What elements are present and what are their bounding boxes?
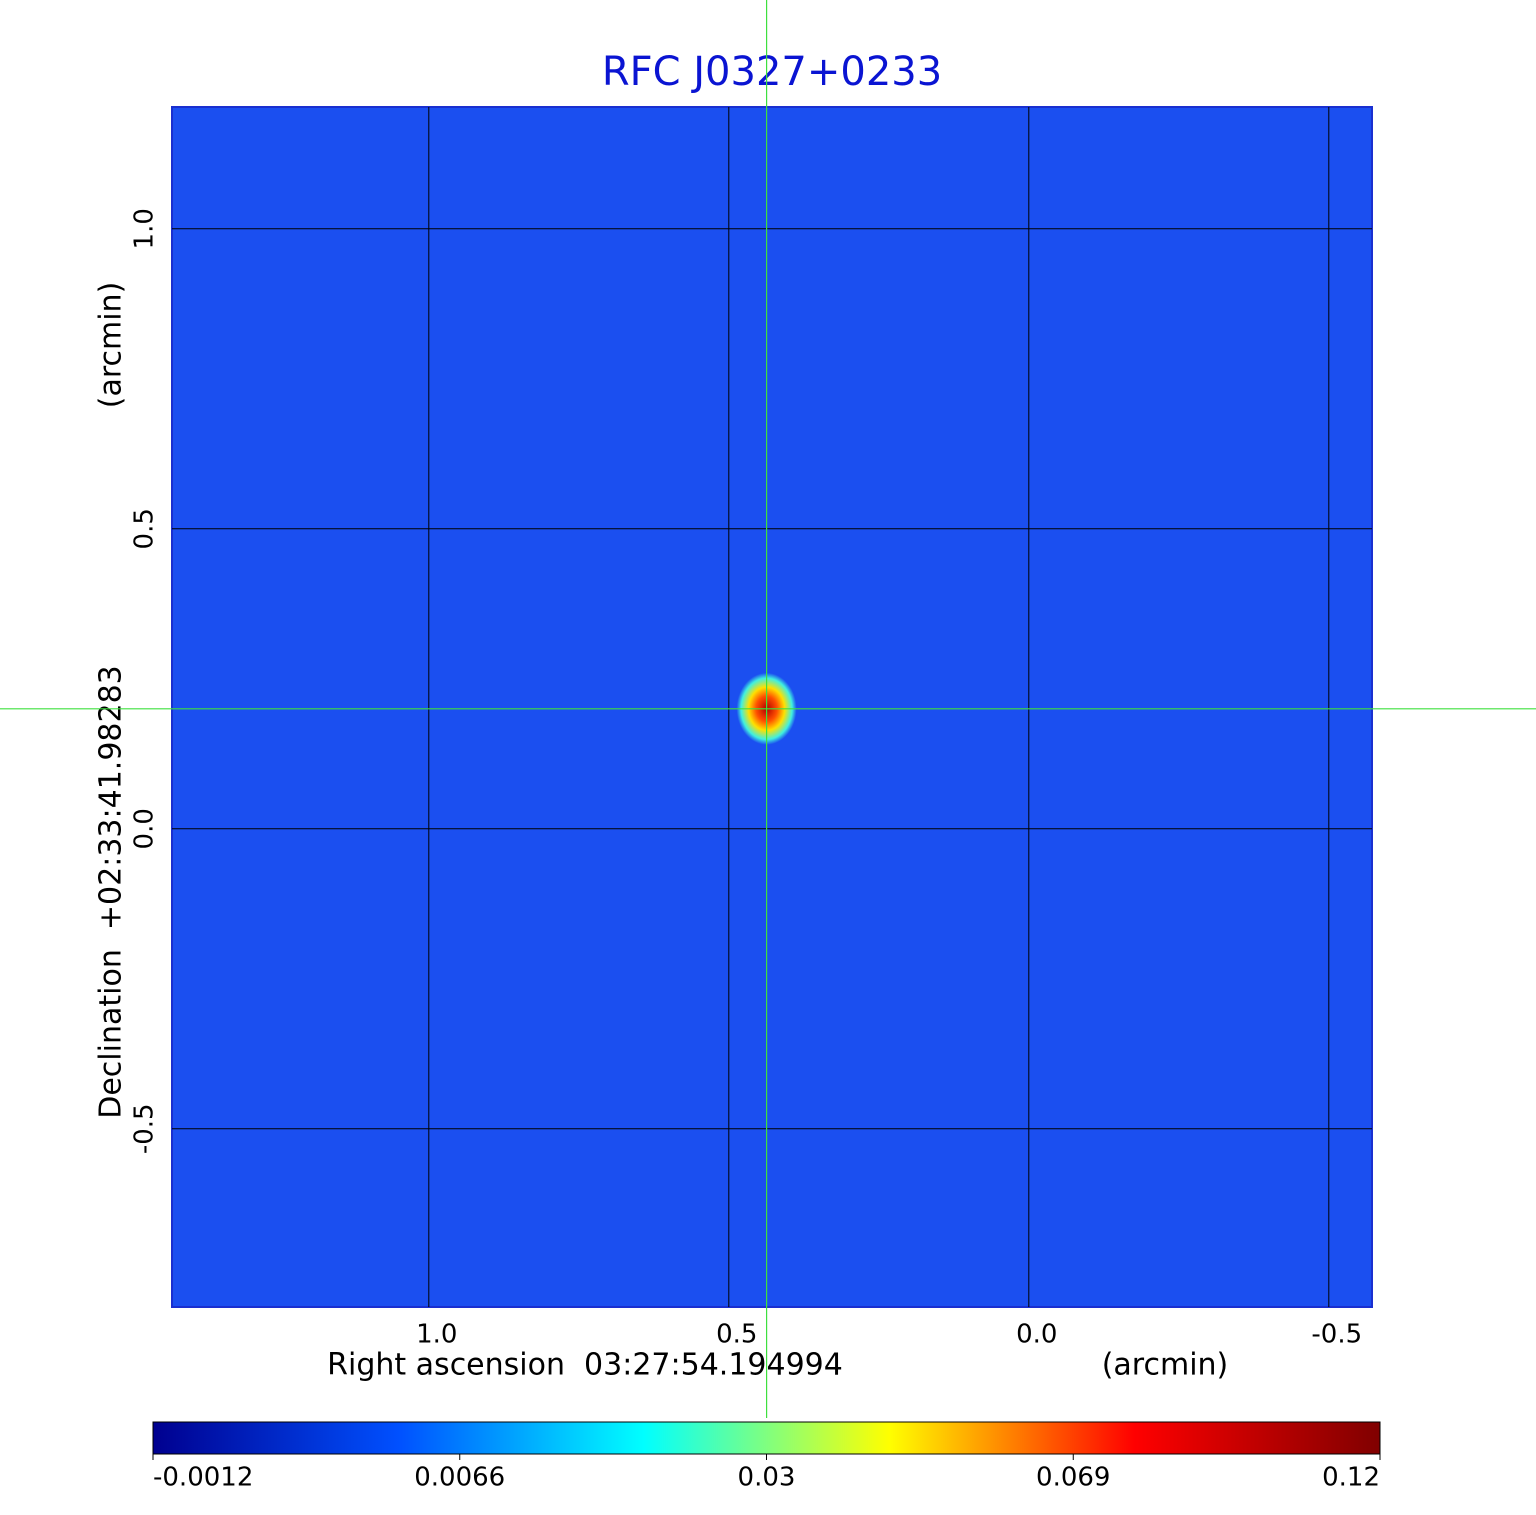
x-tick-label: -0.5	[1311, 1320, 1362, 1350]
x-axis-unit: (arcmin)	[1102, 1348, 1229, 1383]
colorbar	[152, 1421, 1381, 1455]
y-tick-label: 0.5	[130, 508, 160, 549]
y-axis-unit: (arcmin)	[94, 282, 129, 409]
y-tick-label: -0.5	[130, 1103, 160, 1154]
x-tick-label: 1.0	[416, 1320, 457, 1350]
colorbar-tick-label: 0.069	[1036, 1463, 1110, 1493]
x-tick-label: 0.5	[716, 1320, 757, 1350]
colorbar-tick-label: 0.03	[738, 1463, 796, 1493]
chart-title: RFC J0327+0233	[602, 49, 942, 95]
y-tick-label: 1.0	[130, 208, 160, 249]
x-axis-label: Right ascension 03:27:54.194994	[327, 1348, 843, 1383]
y-tick-label: 0.0	[130, 808, 160, 849]
colorbar-tick-label: 0.0066	[414, 1463, 505, 1493]
x-tick-label: 0.0	[1016, 1320, 1057, 1350]
colorbar-tick-label: 0.12	[1322, 1463, 1380, 1493]
colorbar-tick-label: -0.0012	[153, 1463, 253, 1493]
y-axis-label: Declination +02:33:41.98283	[94, 665, 129, 1119]
